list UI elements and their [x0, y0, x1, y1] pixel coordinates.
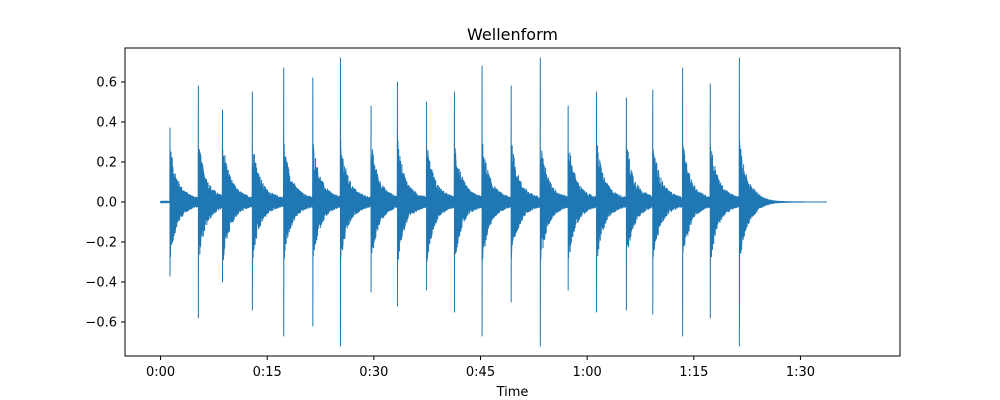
plot-area [160, 57, 828, 347]
x-axis-label: Time [496, 385, 529, 400]
x-tick-label: 1:30 [786, 365, 815, 380]
x-tick-label: 1:00 [573, 365, 602, 380]
y-tick-label: 0.4 [96, 116, 117, 131]
y-tick-label: 0.0 [96, 196, 117, 211]
chart-title: Wellenform [467, 25, 558, 44]
y-axis: 0.6 0.4 0.2 0.0 −0.2 −0.4 −0.6 [85, 76, 125, 331]
x-tick-label: 0:00 [146, 365, 175, 380]
y-tick-label: 0.2 [96, 156, 117, 171]
x-tick-label: 0:30 [359, 365, 388, 380]
x-tick-label: 1:15 [679, 365, 708, 380]
y-tick-label: 0.6 [96, 76, 117, 91]
waveform-series [160, 57, 828, 347]
x-tick-label: 0:45 [466, 365, 495, 380]
y-tick-label: −0.6 [85, 316, 117, 331]
x-tick-label: 0:15 [253, 365, 282, 380]
y-tick-label: −0.2 [85, 236, 117, 251]
x-axis: 0:00 0:15 0:30 0:45 1:00 1:15 1:30 [146, 356, 815, 380]
y-tick-label: −0.4 [85, 276, 117, 291]
